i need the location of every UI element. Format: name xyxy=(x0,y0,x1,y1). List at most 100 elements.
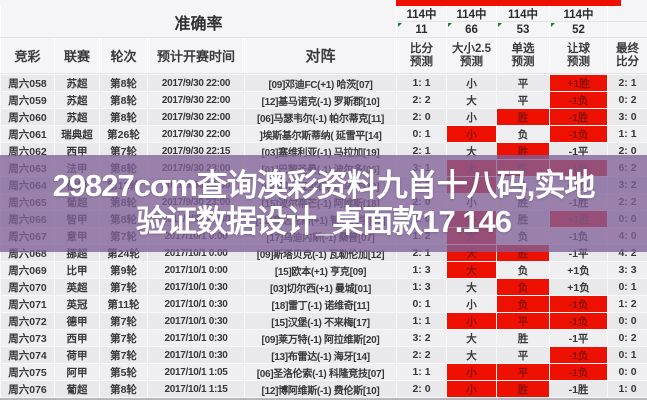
cell-dx: 大 xyxy=(446,261,497,279)
cell-final: 0: 1 xyxy=(607,278,647,296)
table-row: 周六076 葡超 第8轮 2017/10/1 1:15 [12]博阿维斯(-1) 费伦斯… xyxy=(0,380,647,398)
table-row: 周六071 英冠 第11轮 2017/10/1 0:30 [18]雷丁(-1) 诺维奇[… xyxy=(0,295,647,313)
cell-rq: -1负 xyxy=(549,363,608,381)
top-red-bar xyxy=(396,0,621,6)
cell-round: 第5轮 xyxy=(99,363,148,381)
accuracy-value-rq: 52 xyxy=(549,22,607,38)
cell-jc: 周六073 xyxy=(0,329,55,347)
cell-rq: -1负 xyxy=(549,346,608,364)
accuracy-value-dx: 66 xyxy=(446,22,496,38)
table-row: 周六061 瑞典超 第26轮 2017/9/30 22:00]埃斯基尔斯蒂纳( 延雪平… xyxy=(0,125,647,143)
cell-sp: 2: 0 xyxy=(396,380,447,398)
cell-final: 1: 1 xyxy=(607,125,647,143)
cell-round: 第8轮 xyxy=(99,74,148,92)
comment-marker-icon xyxy=(398,23,402,27)
cell-dx: 大 xyxy=(446,346,497,364)
cell-time: 2017/9/30 22:00 xyxy=(147,108,245,126)
cell-dc: 负 xyxy=(496,278,550,296)
col-header-line: 预测 xyxy=(460,55,483,68)
table-row: 周六069 比甲 第9轮 2017/10/1 0:00 [15]欧本(+1) 亨克[09… xyxy=(0,261,647,279)
accuracy-total-dx: 114中 xyxy=(446,6,496,22)
cell-dx: 小 xyxy=(446,295,497,313)
cell-dc: 平 xyxy=(496,363,550,381)
cell-sp: 2: 2 xyxy=(396,346,447,364)
cell-league: 瑞典超 xyxy=(54,125,100,143)
cell-final: 3: 3 xyxy=(607,261,647,279)
cell-match: [15]欧本(+1) 亨克[09] xyxy=(244,261,397,279)
cell-rq: -1负 xyxy=(549,295,608,313)
accuracy-value: 53 xyxy=(516,23,530,36)
table-row: 周六060 苏超 第8轮 2017/9/30 22:00 [06]马瑟韦尔(-1) 帕尔… xyxy=(0,108,647,126)
cell-dx: 小 xyxy=(446,380,497,398)
cell-final: 0: 2 xyxy=(607,91,647,109)
cell-dc: 负 xyxy=(496,125,550,143)
table-row: 周六074 荷甲 第7轮 2017/10/1 0:30 [13]布雷达(-1) 海牙[1… xyxy=(0,346,647,364)
cell-round: 第11轮 xyxy=(99,295,148,313)
cell-league: 英冠 xyxy=(54,295,100,313)
accuracy-value: 11 xyxy=(415,23,428,36)
cell-final: 1: 2 xyxy=(607,295,647,313)
cell-sp: 1: 3 xyxy=(396,261,447,279)
cell-league: 西甲 xyxy=(54,329,100,347)
watermark-line2: 验证数据设计_桌面款17.146 xyxy=(135,203,512,239)
cell-time: 2017/9/30 22:00 xyxy=(147,91,245,109)
cell-sp: 2: 2 xyxy=(396,91,447,109)
cell-dc: 负 xyxy=(496,295,550,313)
cell-rq: +1负 xyxy=(549,261,608,279)
cell-final: 0: 2 xyxy=(607,329,647,347)
table-header: 准确率 114中 114中 114中 114中 11 66 53 52 竞彩 联… xyxy=(0,0,647,74)
col-header-match: 对阵 xyxy=(244,38,396,74)
col-header-line: 比分 xyxy=(616,55,639,68)
cell-match: [15]汉堡(-1) 不来梅[17] xyxy=(244,312,397,330)
col-header-line: 最终 xyxy=(616,42,639,55)
col-header-sp: 比分 预测 xyxy=(396,38,446,74)
cell-league: 苏超 xyxy=(54,108,100,126)
cell-final: 0: 0 xyxy=(607,312,647,330)
cell-match: [09]莱万特(-1) 阿拉维斯[20] xyxy=(244,329,397,347)
cell-round: 第7轮 xyxy=(99,312,148,330)
cell-round: 第8轮 xyxy=(99,108,148,126)
cell-match: [12]博阿维斯(-1) 费伦斯[10] xyxy=(244,380,397,398)
cell-dc: 负 xyxy=(496,261,550,279)
cell-league: 比甲 xyxy=(54,261,100,279)
cell-match: ]埃斯基尔斯蒂纳( 延雪平[14] xyxy=(244,125,397,143)
cell-dc: 胜 xyxy=(496,329,550,347)
cell-match: [06]马瑟韦尔(-1) 帕尔蒂克[11] xyxy=(244,108,397,126)
cell-rq: -1胜 xyxy=(549,108,608,126)
cell-match: [18]雷丁(-1) 诺维奇[11] xyxy=(244,295,397,313)
cell-round: 第8轮 xyxy=(99,91,148,109)
cell-final: 2: 1 xyxy=(607,74,647,92)
accuracy-total-dc: 114中 xyxy=(496,6,549,22)
cell-time: 2017/10/1 0:30 xyxy=(147,346,245,364)
cell-jc: 周六074 xyxy=(0,346,55,364)
accuracy-value-sp: 11 xyxy=(396,22,446,38)
accuracy-total-final xyxy=(607,6,647,22)
cell-dx: 小 xyxy=(446,125,497,143)
cell-rq: +1胜 xyxy=(549,74,608,92)
cell-match: [03]切尔西(+1) 曼城[01] xyxy=(244,278,397,296)
col-header-dc: 单选 预测 xyxy=(496,38,549,74)
cell-sp: 1: 1 xyxy=(396,312,447,330)
cell-jc: 周六071 xyxy=(0,295,55,313)
cell-match: [12]基马诺克(-1) 罗斯郡[10] xyxy=(244,91,397,109)
col-header-line: 单选 xyxy=(511,42,535,55)
watermark-line1: 29827cσm查询澳彩资料九肖十八码,实地 xyxy=(52,167,596,203)
cell-dx: 小 xyxy=(446,108,497,126)
table-row: 周六075 阿甲 第5轮 2017/10/1 1:05 [06]圣洛伦索(-1) 科隆竞… xyxy=(0,363,647,381)
cell-final: 0: 1 xyxy=(607,346,647,364)
col-header-jc: 竞彩 xyxy=(0,38,54,74)
cell-rq: -1负 xyxy=(549,91,608,109)
cell-sp: 0: 1 xyxy=(396,295,447,313)
col-header-final: 最终 比分 xyxy=(607,38,647,74)
cell-time: 2017/10/1 0:30 xyxy=(147,295,245,313)
col-header-league: 联赛 xyxy=(54,38,99,74)
cell-round: 第7轮 xyxy=(99,346,148,364)
cell-dx: 小 xyxy=(446,363,497,381)
cell-time: 2017/10/1 0:30 xyxy=(147,329,245,347)
cell-time: 2017/10/1 1:15 xyxy=(147,380,245,398)
cell-rq: -1胜 xyxy=(549,380,608,398)
cell-jc: 周六069 xyxy=(0,261,55,279)
cell-jc: 周六060 xyxy=(0,108,55,126)
cell-jc: 周六072 xyxy=(0,312,55,330)
